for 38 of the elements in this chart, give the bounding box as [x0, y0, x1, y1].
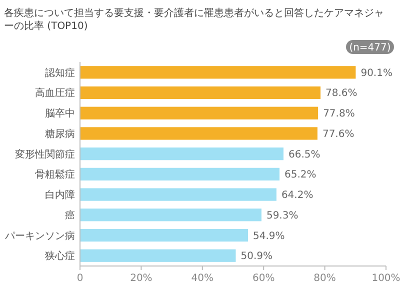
data-label: 90.1% [360, 68, 392, 79]
y-tick-label: 脳卒中 [45, 108, 75, 120]
bar [80, 86, 321, 100]
text: (n=477) [349, 42, 391, 54]
x-tick-label: 20% [130, 273, 152, 284]
data-label: 77.8% [323, 108, 355, 120]
data-label: 66.5% [288, 149, 320, 160]
y-tick-label: 癌 [65, 209, 75, 222]
y-tick-label: 認知症 [45, 66, 75, 79]
x-tick-label: 100% [372, 273, 400, 284]
bar [80, 208, 262, 222]
bar [80, 66, 356, 79]
data-label: 54.9% [252, 230, 285, 242]
bar [80, 249, 236, 262]
y-tick-label: 変形性関節症 [15, 148, 75, 160]
y-tick-label: パーキンソン病 [4, 230, 75, 242]
data-label: 77.6% [322, 128, 354, 140]
y-tick-label: 狭心症 [45, 250, 75, 262]
x-tick-label: 0 [76, 273, 84, 284]
y-tick-label: 高血圧症 [35, 87, 75, 100]
bar [80, 228, 248, 242]
data-label: 64.2% [281, 190, 314, 202]
chart-title: 各疾患について担当する要支援・要介護者に罹患患者がいると回答したケアマネジャーの比率 (TOP10) [4, 7, 384, 32]
y-tick-label: 白内障 [45, 189, 75, 202]
data-label: 78.6% [326, 88, 358, 100]
x-tick-label: 40% [191, 273, 214, 284]
y-tick-label: 骨粗鬆症 [35, 168, 75, 181]
bar [80, 168, 280, 180]
y-tick-label: 糖尿病 [45, 128, 75, 140]
bar [80, 106, 318, 120]
bar [80, 127, 318, 140]
bar [80, 148, 284, 160]
data-label: 59.3% [266, 210, 298, 222]
x-tick-label: 60% [252, 273, 275, 284]
data-label: 50.9% [240, 251, 273, 262]
bar [80, 188, 276, 201]
data-label: 65.2% [284, 170, 316, 181]
x-tick-label: 80% [314, 273, 336, 284]
